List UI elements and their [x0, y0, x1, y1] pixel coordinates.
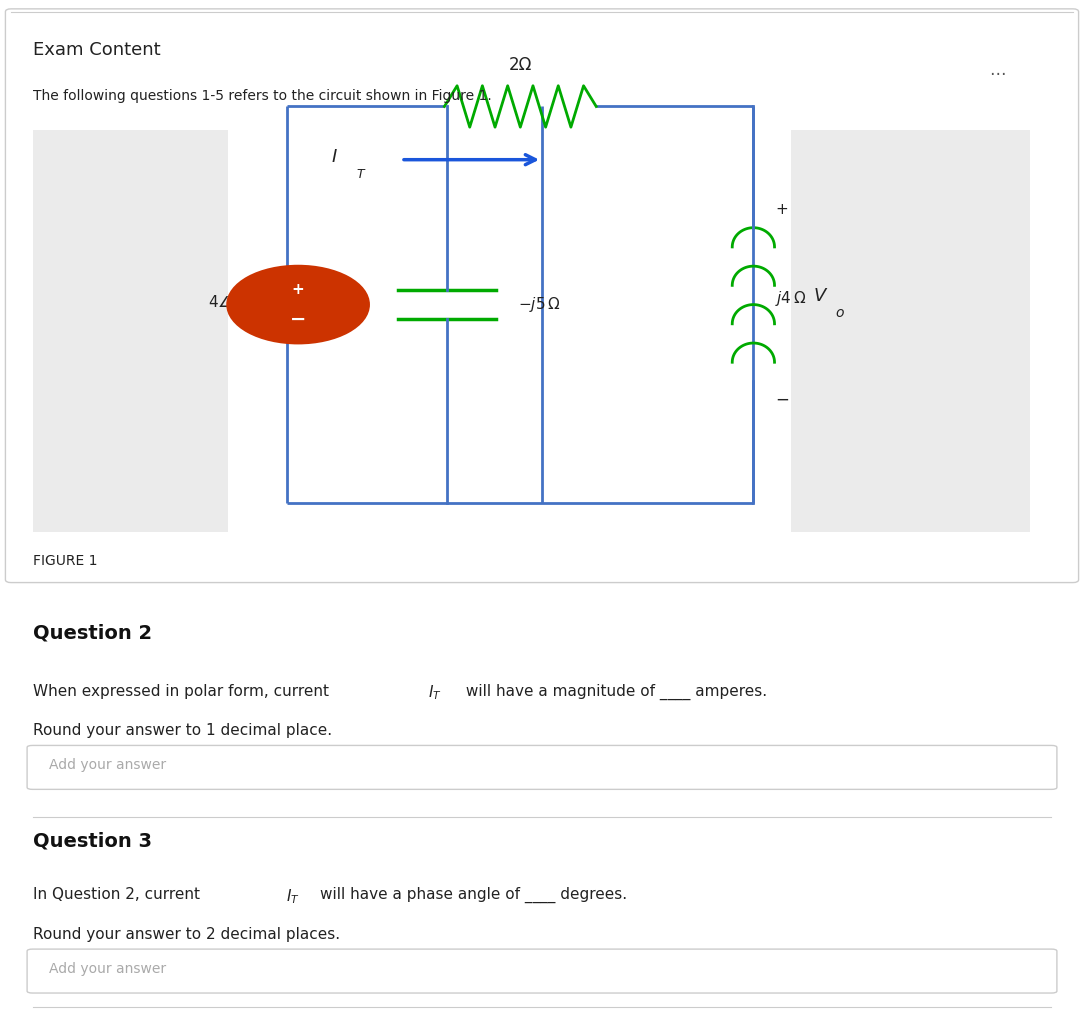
Text: In Question 2, current: In Question 2, current: [33, 888, 205, 902]
Text: 2Ω: 2Ω: [508, 56, 532, 74]
Text: $o$: $o$: [835, 306, 844, 320]
Text: $T$: $T$: [356, 168, 366, 181]
Circle shape: [228, 266, 369, 343]
Text: FIGURE 1: FIGURE 1: [33, 554, 98, 568]
FancyBboxPatch shape: [791, 130, 1030, 532]
Text: $\mathit{I}_T$: $\mathit{I}_T$: [286, 888, 300, 906]
Text: will have a magnitude of ____ amperes.: will have a magnitude of ____ amperes.: [461, 683, 766, 700]
Text: Round your answer to 2 decimal places.: Round your answer to 2 decimal places.: [33, 927, 339, 942]
Text: ⋯: ⋯: [989, 65, 1006, 83]
Text: Round your answer to 1 decimal place.: Round your answer to 1 decimal place.: [33, 724, 332, 738]
Text: $\mathit{I}_T$: $\mathit{I}_T$: [428, 683, 442, 703]
Text: Exam Content: Exam Content: [33, 41, 160, 60]
Text: Add your answer: Add your answer: [49, 758, 166, 772]
Text: Add your answer: Add your answer: [49, 962, 166, 976]
Text: Question 2: Question 2: [33, 624, 152, 643]
Text: $j4\,\Omega$: $j4\,\Omega$: [775, 289, 806, 308]
FancyBboxPatch shape: [33, 130, 228, 532]
Text: +: +: [775, 202, 788, 217]
Text: $-j5\,\Omega$: $-j5\,\Omega$: [518, 295, 560, 314]
Text: $I$: $I$: [331, 148, 337, 166]
FancyBboxPatch shape: [5, 9, 1079, 582]
Text: +: +: [292, 282, 305, 297]
Text: Question 3: Question 3: [33, 831, 152, 850]
Text: −: −: [775, 390, 789, 408]
FancyBboxPatch shape: [27, 745, 1057, 790]
Text: $4\angle 0°$ V: $4\angle 0°$ V: [208, 293, 266, 310]
FancyBboxPatch shape: [27, 949, 1057, 993]
Text: −: −: [289, 310, 307, 329]
Text: When expressed in polar form, current: When expressed in polar form, current: [33, 683, 334, 699]
Text: The following questions 1-5 refers to the circuit shown in Figure 1.: The following questions 1-5 refers to th…: [33, 89, 491, 103]
Text: will have a phase angle of ____ degrees.: will have a phase angle of ____ degrees.: [320, 888, 627, 904]
Text: $V$: $V$: [813, 287, 828, 304]
